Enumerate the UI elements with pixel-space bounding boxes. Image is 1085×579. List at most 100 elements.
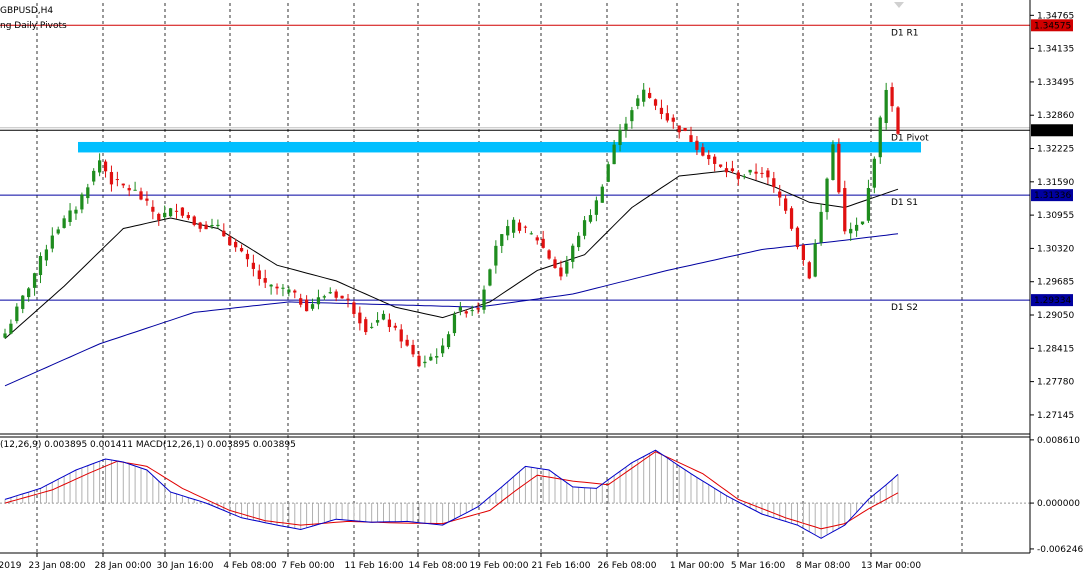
candle-body — [145, 198, 149, 201]
price-tag-r1 — [1031, 19, 1073, 32]
candle-body — [464, 311, 468, 314]
resistance-zone[interactable] — [78, 141, 921, 153]
candle-body — [612, 144, 616, 165]
candle-body — [15, 306, 19, 322]
candle-body — [760, 172, 764, 174]
candle-body — [878, 117, 882, 158]
candle-body — [565, 261, 569, 274]
candle-body — [387, 319, 392, 328]
candle-body — [109, 172, 114, 185]
candle-body — [56, 229, 60, 234]
time-tick-label: 11 Feb 16:00 — [344, 561, 403, 571]
time-tick-label: 30 Jan 16:00 — [157, 561, 214, 571]
candle-body — [429, 356, 433, 361]
candle-body — [399, 329, 403, 342]
price-tag-label: 1.31336 — [1034, 191, 1071, 201]
candle-body — [476, 308, 480, 310]
price-tag-label: 1.32573 — [1034, 126, 1071, 136]
candle-body — [234, 241, 238, 248]
candle-body — [228, 236, 232, 246]
candle-body — [180, 207, 185, 216]
candle-body — [115, 179, 119, 181]
candle-body — [606, 164, 610, 182]
candle-body — [695, 140, 699, 150]
candle-body — [860, 221, 865, 225]
candle-body — [198, 222, 202, 229]
candle-body — [370, 326, 374, 328]
price-tick-label: 1.28415 — [1037, 344, 1074, 354]
candle-body — [778, 191, 782, 198]
candle-body — [630, 110, 634, 122]
candle-body — [381, 313, 386, 320]
candle-body — [677, 125, 681, 133]
candle-body — [724, 168, 729, 173]
shift-marker-icon[interactable] — [894, 2, 904, 8]
time-tick-label: 26 Feb 08:00 — [597, 561, 656, 571]
candle-body — [718, 164, 723, 167]
price-tick-label: 1.27145 — [1037, 411, 1074, 421]
candle-body — [452, 314, 457, 334]
candle-body — [872, 158, 876, 188]
candle-body — [251, 262, 256, 269]
candle-body — [849, 228, 853, 234]
candle-body — [488, 269, 492, 286]
candle-body — [689, 135, 693, 143]
price-tick-label: 1.32860 — [1037, 111, 1074, 121]
candle-body — [417, 355, 421, 367]
candle-body — [186, 215, 190, 219]
candle-body — [334, 291, 338, 298]
candle-body — [50, 235, 54, 249]
pivot-line-label: D1 S1 — [891, 198, 918, 208]
price-tag-label: 1.29334 — [1034, 296, 1071, 306]
candle-body — [624, 123, 628, 130]
candles — [3, 82, 900, 368]
candle-body — [9, 323, 13, 334]
candle-body — [3, 333, 7, 338]
candle-body — [151, 206, 155, 212]
candle-body — [275, 286, 279, 289]
candle-body — [92, 170, 96, 182]
macd-main-line — [4, 449, 899, 539]
pivot-line-label: D1 S2 — [891, 303, 918, 313]
price-tick-label: 1.27780 — [1037, 378, 1074, 388]
candle-body — [813, 243, 817, 277]
candle-body — [547, 250, 551, 259]
candle-body — [287, 289, 291, 293]
candle-body — [789, 208, 794, 229]
candle-body — [127, 188, 131, 191]
candle-body — [482, 289, 486, 310]
time-tick-label: 14 Feb 08:00 — [408, 561, 467, 571]
time-tick-label: 7 Feb 00:00 — [281, 561, 335, 571]
pivot-line-label: D1 Pivot — [891, 133, 929, 143]
candle-body — [517, 222, 522, 231]
time-tick-label: 2019 — [0, 561, 22, 571]
candle-body — [843, 188, 847, 232]
candle-body — [736, 172, 740, 179]
candle-body — [62, 218, 66, 228]
time-tick-label: 19 Feb 00:00 — [469, 561, 528, 571]
candle-body — [68, 210, 72, 222]
candle-body — [819, 211, 823, 243]
candle-body — [884, 89, 888, 123]
candle-body — [405, 339, 409, 346]
candle-body — [245, 253, 250, 260]
candle-body — [748, 169, 752, 173]
candle-body — [766, 170, 770, 178]
candle-body — [239, 248, 244, 252]
candle-body — [375, 320, 380, 323]
candle-body — [866, 188, 871, 221]
candle-body — [535, 237, 539, 241]
price-tags: 1.34575 1.32573 1.31336 1.29334 — [1031, 19, 1073, 307]
candle-body — [653, 99, 658, 106]
candle-body — [204, 224, 208, 230]
candle-body — [411, 344, 415, 355]
candle-body — [222, 230, 226, 237]
candle-body — [322, 296, 326, 298]
candle-body — [795, 227, 800, 248]
candle-body — [529, 233, 533, 235]
price-tick-label: 1.30955 — [1037, 211, 1074, 221]
candle-body — [27, 288, 31, 298]
